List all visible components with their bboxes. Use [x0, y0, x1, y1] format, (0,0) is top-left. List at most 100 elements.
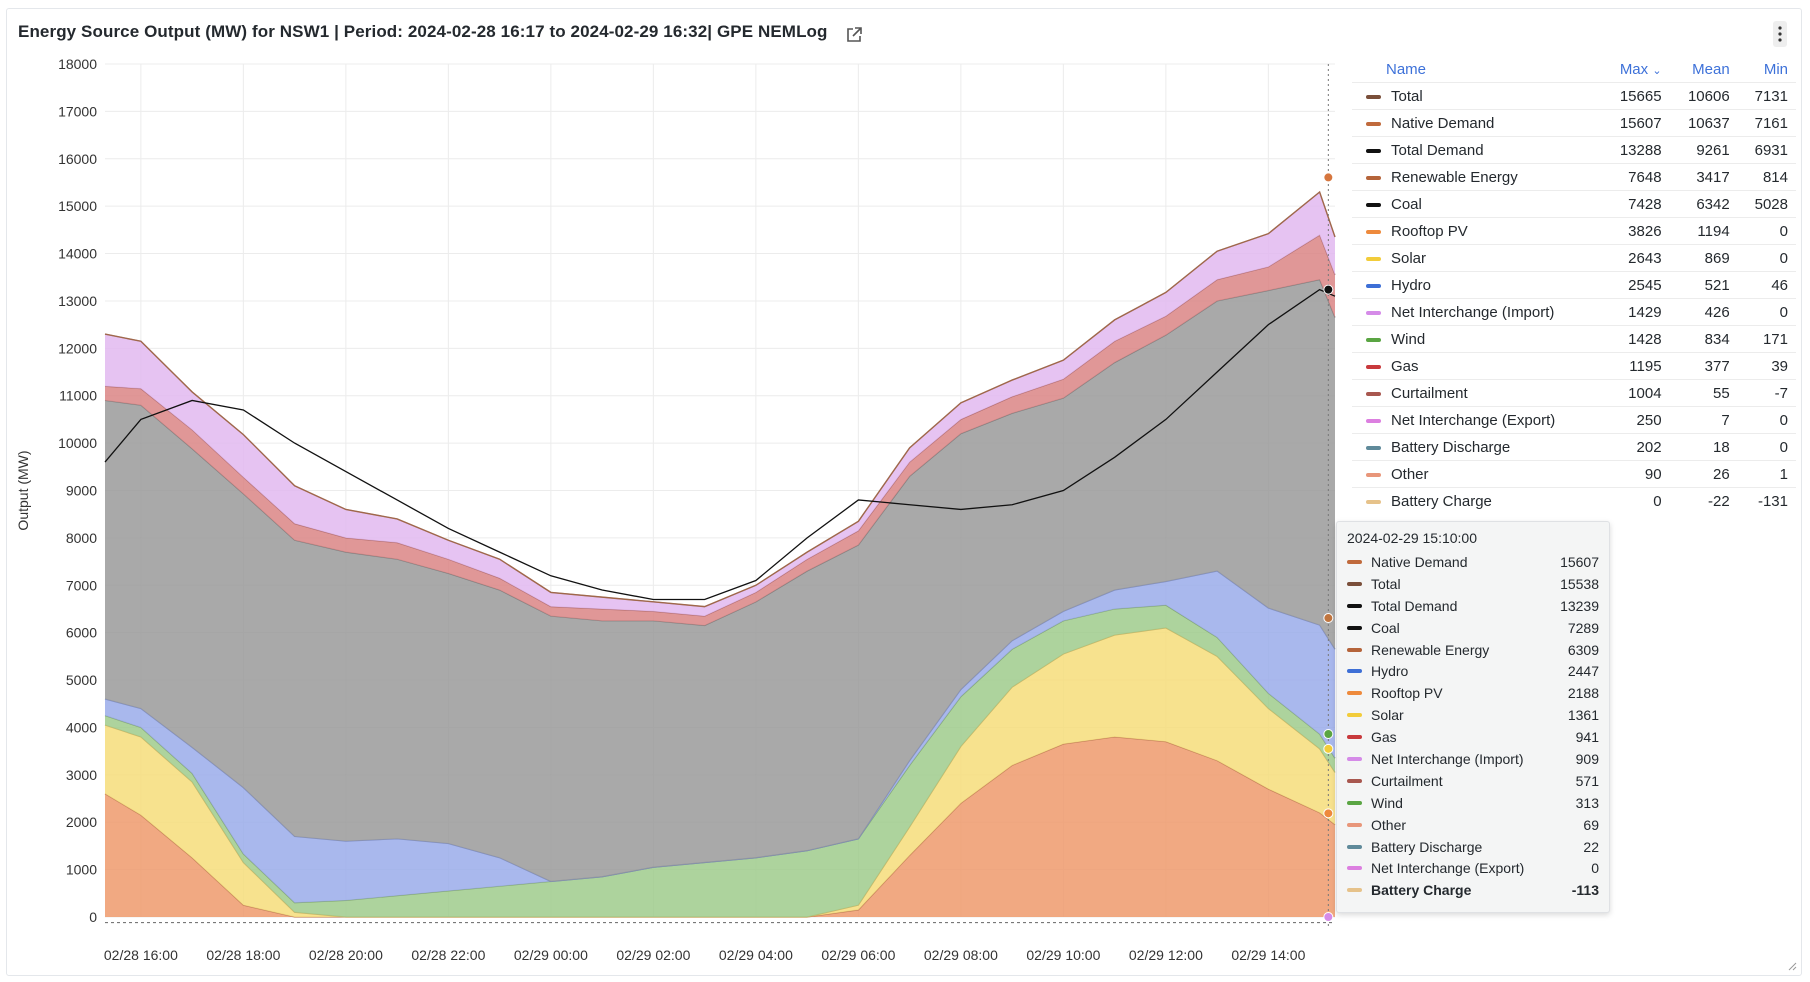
legend-row[interactable]: Wind 1428 834 171 — [1352, 325, 1796, 353]
legend-row[interactable]: Total Demand 13288 9261 6931 — [1352, 136, 1796, 164]
legend-min-value: 6931 — [1737, 136, 1796, 164]
tooltip-series-name: Other — [1371, 816, 1407, 833]
tooltip-swatch — [1347, 581, 1362, 586]
tooltip-series-value: 13239 — [1560, 597, 1599, 614]
y-tick-label: 18000 — [58, 56, 97, 72]
legend-swatch — [1366, 202, 1381, 207]
area-series-4 — [105, 279, 1335, 882]
legend-row[interactable]: Native Demand 15607 10637 7161 — [1352, 109, 1796, 137]
legend-row[interactable]: Curtailment 1004 55 -7 — [1352, 379, 1796, 407]
tooltip-swatch — [1347, 800, 1362, 805]
area-series-edge-3 — [104, 570, 1336, 883]
tooltip-swatch — [1347, 713, 1362, 718]
legend-row[interactable]: Total 15665 10606 7131 — [1352, 82, 1796, 110]
legend-row[interactable]: Battery Charge 0 -22 -131 — [1352, 487, 1796, 514]
area-series-0 — [105, 736, 1335, 917]
total-line — [104, 190, 1336, 608]
tooltip-series-value: 2188 — [1567, 685, 1599, 702]
legend-row[interactable]: Other 90 26 1 — [1352, 460, 1796, 488]
legend-row[interactable]: Net Interchange (Export) 250 7 0 — [1352, 406, 1796, 434]
legend-max-value: 2643 — [1601, 244, 1670, 272]
hover-point — [1323, 743, 1334, 754]
tooltip-swatch — [1347, 888, 1362, 893]
x-tick-label: 02/29 08:00 — [924, 947, 998, 963]
y-tick-label: 14000 — [58, 246, 97, 262]
legend-series-name: Gas — [1352, 352, 1602, 380]
tooltip-row: Coal 7289 — [1347, 617, 1599, 639]
tooltip-series-name: Native Demand — [1371, 553, 1468, 570]
legend-series-name: Native Demand — [1352, 109, 1602, 137]
tooltip-series-name: Battery Charge — [1371, 882, 1472, 899]
y-tick-label: 3000 — [66, 767, 97, 783]
legend-min-value: 46 — [1737, 271, 1796, 299]
hover-point — [1323, 808, 1334, 819]
legend-row[interactable]: Coal 7428 6342 5028 — [1352, 190, 1796, 218]
legend-row[interactable]: Solar 2643 869 0 — [1352, 244, 1796, 272]
y-tick-label: 12000 — [58, 340, 97, 356]
y-tick-label: 9000 — [66, 483, 97, 499]
y-axis-label: Output (MW) — [15, 450, 31, 530]
resize-handle-icon[interactable] — [1787, 961, 1797, 971]
legend-swatch — [1366, 229, 1381, 234]
legend-mean-value: 7 — [1669, 406, 1738, 434]
hover-point — [1323, 172, 1334, 183]
x-tick-label: 02/28 22:00 — [411, 947, 485, 963]
legend-swatch — [1366, 445, 1381, 450]
tooltip-series-name: Solar — [1371, 707, 1404, 724]
legend-mean-value: 521 — [1669, 271, 1738, 299]
legend-swatch — [1366, 121, 1381, 126]
legend-series-name: Net Interchange (Export) — [1352, 406, 1602, 434]
legend-header-name[interactable]: Name — [1386, 60, 1427, 78]
legend-mean-value: 426 — [1669, 298, 1738, 326]
tooltip-row: Gas 941 — [1347, 726, 1599, 748]
legend-max-value: 250 — [1601, 406, 1670, 434]
legend-header-mean[interactable]: Mean — [1692, 60, 1730, 78]
legend-swatch — [1366, 148, 1381, 153]
legend-series-name: Renewable Energy — [1352, 163, 1602, 191]
y-tick-label: 2000 — [66, 814, 97, 830]
tooltip-series-value: 15607 — [1560, 553, 1599, 570]
tooltip-row: Total 15538 — [1347, 573, 1599, 595]
legend-max-value: 1428 — [1601, 325, 1670, 353]
legend-min-value: 39 — [1737, 352, 1796, 380]
tooltip-series-value: 1361 — [1567, 707, 1599, 724]
legend-header-max[interactable]: Max ⌄ — [1619, 60, 1662, 78]
tooltip-row: Solar 1361 — [1347, 704, 1599, 726]
legend-row[interactable]: Renewable Energy 7648 3417 814 — [1352, 163, 1796, 191]
tooltip-row: Net Interchange (Import) 909 — [1347, 748, 1599, 770]
legend-row[interactable]: Rooftop PV 3826 1194 0 — [1352, 217, 1796, 245]
tooltip-series-name: Net Interchange (Export) — [1371, 860, 1525, 877]
legend-min-value: 5028 — [1737, 190, 1796, 218]
x-tick-label: 02/28 16:00 — [104, 947, 178, 963]
legend-min-value: -131 — [1737, 487, 1796, 514]
legend-row[interactable]: Battery Discharge 202 18 0 — [1352, 433, 1796, 461]
legend-mean-value: 55 — [1669, 379, 1738, 407]
external-link-icon[interactable] — [845, 26, 863, 44]
tooltip-series-value: 571 — [1575, 772, 1599, 789]
tooltip-row: Other 69 — [1347, 814, 1599, 836]
tooltip-series-value: 909 — [1575, 750, 1599, 767]
legend-min-value: 171 — [1737, 325, 1796, 353]
tooltip-series-name: Total Demand — [1371, 597, 1458, 614]
hover-point — [1323, 284, 1334, 295]
tooltip-series-value: 69 — [1583, 816, 1599, 833]
legend-row[interactable]: Gas 1195 377 39 — [1352, 352, 1796, 380]
legend-min-value: 814 — [1737, 163, 1796, 191]
tooltip-series-name: Gas — [1371, 729, 1397, 746]
legend-swatch — [1366, 364, 1381, 369]
legend-header-min[interactable]: Min — [1763, 60, 1788, 78]
legend-max-value: 3826 — [1601, 217, 1670, 245]
legend-min-value: 7161 — [1737, 109, 1796, 137]
legend-series-name: Curtailment — [1352, 379, 1602, 407]
hover-tooltip: 2024-02-29 15:10:00 Native Demand 15607 To… — [1336, 521, 1610, 913]
legend-row[interactable]: Net Interchange (Import) 1429 426 0 — [1352, 298, 1796, 326]
legend-swatch — [1366, 283, 1381, 288]
y-tick-label: 8000 — [66, 530, 97, 546]
legend-row[interactable]: Hydro 2545 521 46 — [1352, 271, 1796, 299]
y-tick-label: 5000 — [66, 672, 97, 688]
tooltip-series-value: 313 — [1575, 794, 1599, 811]
kebab-menu-icon[interactable] — [1773, 21, 1787, 47]
x-tick-label: 02/28 18:00 — [206, 947, 280, 963]
legend-max-value: 1195 — [1601, 352, 1670, 380]
area-series-1 — [105, 627, 1335, 917]
